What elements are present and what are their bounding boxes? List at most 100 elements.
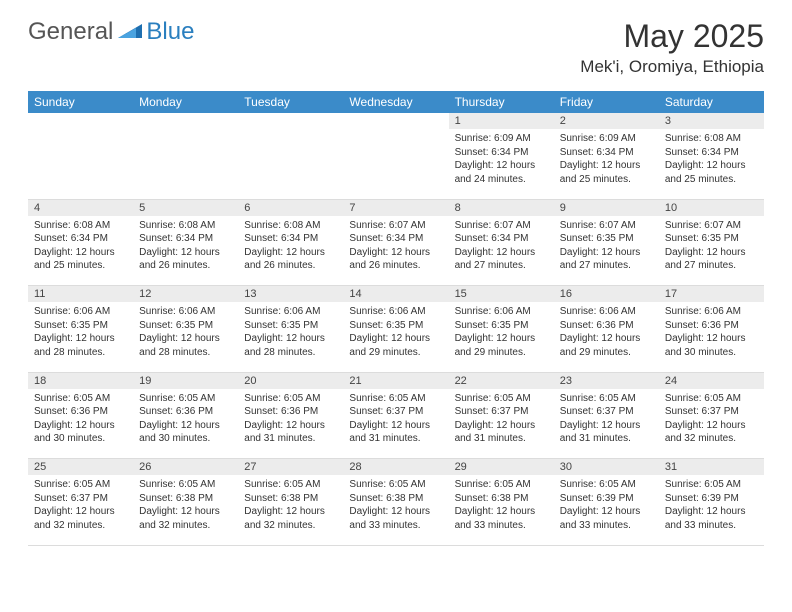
- day-number-cell: 15: [449, 286, 554, 303]
- daylight-line: Daylight: 12 hours and 30 minutes.: [665, 332, 758, 359]
- day-number-cell: 13: [238, 286, 343, 303]
- day-number-cell: 23: [554, 372, 659, 389]
- sunset-line: Sunset: 6:35 PM: [139, 319, 232, 333]
- sunrise-line: Sunrise: 6:06 AM: [244, 305, 337, 319]
- weekday-header: Monday: [133, 91, 238, 113]
- daylight-line: Daylight: 12 hours and 32 minutes.: [244, 505, 337, 532]
- day-number-cell: 14: [343, 286, 448, 303]
- day-detail-cell: [133, 129, 238, 199]
- sunrise-line: Sunrise: 6:06 AM: [349, 305, 442, 319]
- day-detail-cell: Sunrise: 6:09 AMSunset: 6:34 PMDaylight:…: [554, 129, 659, 199]
- day-number-cell: 28: [343, 459, 448, 476]
- day-number-cell: 4: [28, 199, 133, 216]
- day-detail-cell: Sunrise: 6:06 AMSunset: 6:36 PMDaylight:…: [554, 302, 659, 372]
- day-number-cell: 6: [238, 199, 343, 216]
- sunset-line: Sunset: 6:36 PM: [665, 319, 758, 333]
- weekday-header: Friday: [554, 91, 659, 113]
- daylight-line: Daylight: 12 hours and 29 minutes.: [455, 332, 548, 359]
- sunrise-line: Sunrise: 6:05 AM: [34, 478, 127, 492]
- day-number-cell: [133, 113, 238, 129]
- day-detail-cell: Sunrise: 6:06 AMSunset: 6:35 PMDaylight:…: [343, 302, 448, 372]
- weekday-header: Tuesday: [238, 91, 343, 113]
- sunset-line: Sunset: 6:34 PM: [665, 146, 758, 160]
- day-detail-cell: [343, 129, 448, 199]
- sunset-line: Sunset: 6:36 PM: [560, 319, 653, 333]
- sunrise-line: Sunrise: 6:05 AM: [455, 392, 548, 406]
- day-detail-cell: [238, 129, 343, 199]
- day-detail-cell: Sunrise: 6:08 AMSunset: 6:34 PMDaylight:…: [238, 216, 343, 286]
- sunset-line: Sunset: 6:34 PM: [455, 146, 548, 160]
- day-detail-cell: Sunrise: 6:07 AMSunset: 6:35 PMDaylight:…: [554, 216, 659, 286]
- daylight-line: Daylight: 12 hours and 30 minutes.: [34, 419, 127, 446]
- sunrise-line: Sunrise: 6:05 AM: [560, 478, 653, 492]
- sunset-line: Sunset: 6:36 PM: [244, 405, 337, 419]
- sunrise-line: Sunrise: 6:05 AM: [244, 392, 337, 406]
- day-number-cell: 18: [28, 372, 133, 389]
- sunrise-line: Sunrise: 6:06 AM: [665, 305, 758, 319]
- daynum-row: 123: [28, 113, 764, 129]
- daynum-row: 25262728293031: [28, 459, 764, 476]
- day-number-cell: 3: [659, 113, 764, 129]
- day-number-cell: 31: [659, 459, 764, 476]
- sunrise-line: Sunrise: 6:05 AM: [665, 392, 758, 406]
- day-number-cell: 12: [133, 286, 238, 303]
- sunrise-line: Sunrise: 6:06 AM: [455, 305, 548, 319]
- day-number-cell: 10: [659, 199, 764, 216]
- day-number-cell: 19: [133, 372, 238, 389]
- brand-mark-icon: [118, 21, 144, 44]
- day-detail-cell: Sunrise: 6:08 AMSunset: 6:34 PMDaylight:…: [133, 216, 238, 286]
- sunset-line: Sunset: 6:38 PM: [349, 492, 442, 506]
- sunset-line: Sunset: 6:39 PM: [560, 492, 653, 506]
- daylight-line: Daylight: 12 hours and 25 minutes.: [665, 159, 758, 186]
- weekday-header: Thursday: [449, 91, 554, 113]
- daylight-line: Daylight: 12 hours and 33 minutes.: [665, 505, 758, 532]
- daylight-line: Daylight: 12 hours and 29 minutes.: [349, 332, 442, 359]
- day-detail-cell: Sunrise: 6:05 AMSunset: 6:38 PMDaylight:…: [343, 475, 448, 545]
- daynum-row: 45678910: [28, 199, 764, 216]
- sunset-line: Sunset: 6:35 PM: [665, 232, 758, 246]
- sunset-line: Sunset: 6:34 PM: [455, 232, 548, 246]
- sunrise-line: Sunrise: 6:08 AM: [244, 219, 337, 233]
- sunrise-line: Sunrise: 6:07 AM: [455, 219, 548, 233]
- title-block: May 2025 Mek'i, Oromiya, Ethiopia: [580, 18, 764, 77]
- sunrise-line: Sunrise: 6:05 AM: [139, 392, 232, 406]
- brand-part2: Blue: [146, 18, 194, 46]
- sunrise-line: Sunrise: 6:05 AM: [139, 478, 232, 492]
- day-number-cell: 26: [133, 459, 238, 476]
- day-number-cell: 11: [28, 286, 133, 303]
- sunset-line: Sunset: 6:34 PM: [139, 232, 232, 246]
- day-detail-cell: [28, 129, 133, 199]
- sunrise-line: Sunrise: 6:07 AM: [665, 219, 758, 233]
- sunrise-line: Sunrise: 6:05 AM: [349, 478, 442, 492]
- weekday-header: Sunday: [28, 91, 133, 113]
- weekday-header-row: SundayMondayTuesdayWednesdayThursdayFrid…: [28, 91, 764, 113]
- day-number-cell: [343, 113, 448, 129]
- daynum-row: 11121314151617: [28, 286, 764, 303]
- daylight-line: Daylight: 12 hours and 26 minutes.: [139, 246, 232, 273]
- sunrise-line: Sunrise: 6:05 AM: [34, 392, 127, 406]
- daylight-line: Daylight: 12 hours and 29 minutes.: [560, 332, 653, 359]
- day-detail-cell: Sunrise: 6:06 AMSunset: 6:35 PMDaylight:…: [133, 302, 238, 372]
- sunrise-line: Sunrise: 6:09 AM: [455, 132, 548, 146]
- sunset-line: Sunset: 6:37 PM: [455, 405, 548, 419]
- sunrise-line: Sunrise: 6:05 AM: [560, 392, 653, 406]
- day-detail-cell: Sunrise: 6:06 AMSunset: 6:36 PMDaylight:…: [659, 302, 764, 372]
- daylight-line: Daylight: 12 hours and 26 minutes.: [244, 246, 337, 273]
- day-number-cell: 5: [133, 199, 238, 216]
- day-detail-cell: Sunrise: 6:06 AMSunset: 6:35 PMDaylight:…: [449, 302, 554, 372]
- day-detail-cell: Sunrise: 6:07 AMSunset: 6:34 PMDaylight:…: [343, 216, 448, 286]
- day-number-cell: 27: [238, 459, 343, 476]
- sunrise-line: Sunrise: 6:07 AM: [560, 219, 653, 233]
- day-number-cell: 24: [659, 372, 764, 389]
- weekday-header: Wednesday: [343, 91, 448, 113]
- daylight-line: Daylight: 12 hours and 27 minutes.: [665, 246, 758, 273]
- sunset-line: Sunset: 6:36 PM: [139, 405, 232, 419]
- sunrise-line: Sunrise: 6:06 AM: [34, 305, 127, 319]
- detail-row: Sunrise: 6:08 AMSunset: 6:34 PMDaylight:…: [28, 216, 764, 286]
- day-detail-cell: Sunrise: 6:05 AMSunset: 6:37 PMDaylight:…: [659, 389, 764, 459]
- sunset-line: Sunset: 6:38 PM: [139, 492, 232, 506]
- sunset-line: Sunset: 6:37 PM: [560, 405, 653, 419]
- sunset-line: Sunset: 6:35 PM: [34, 319, 127, 333]
- day-number-cell: [238, 113, 343, 129]
- sunset-line: Sunset: 6:37 PM: [349, 405, 442, 419]
